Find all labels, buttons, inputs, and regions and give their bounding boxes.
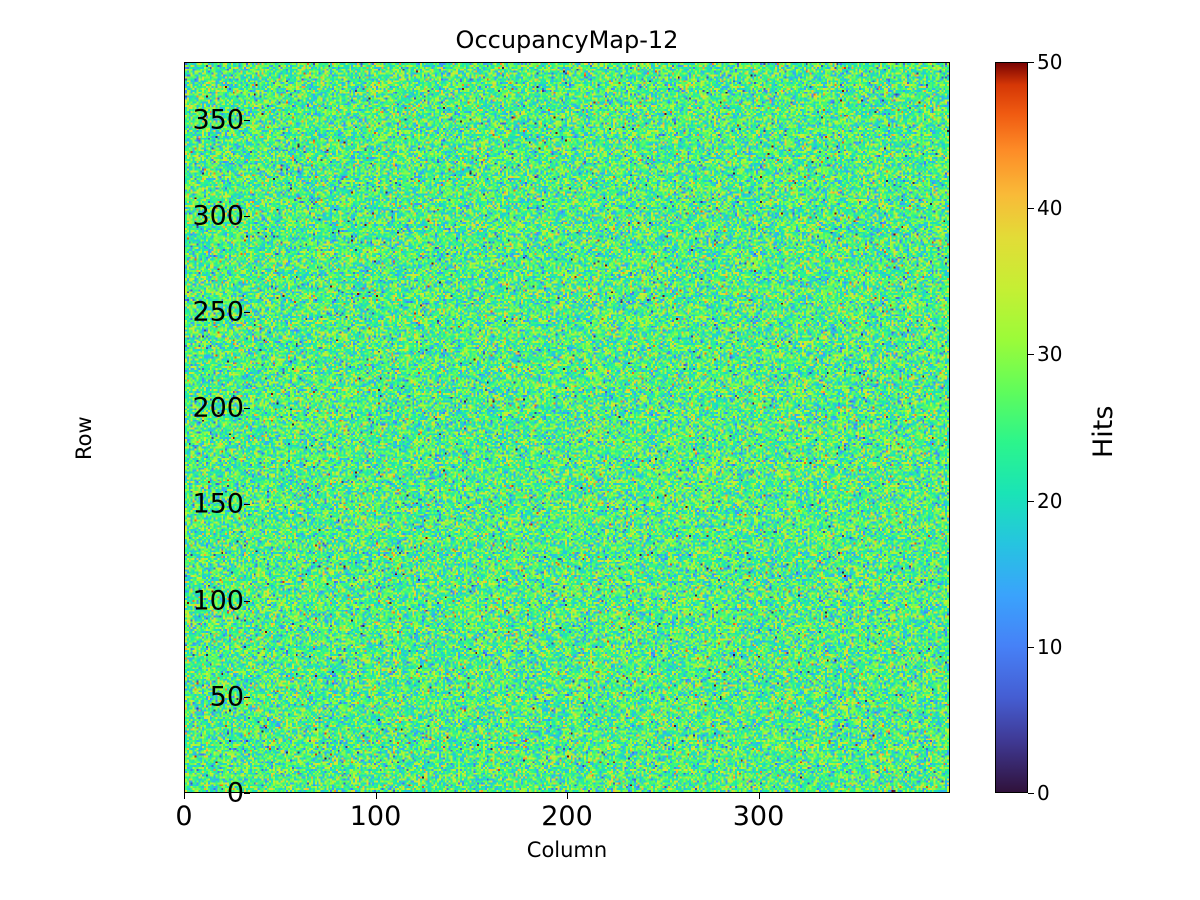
x-tick-label: 200 xyxy=(541,801,593,832)
colorbar-tick-label: 50 xyxy=(1037,50,1063,74)
x-tick-mark xyxy=(567,793,568,799)
y-tick-label: 0 xyxy=(226,777,244,809)
x-tick-label: 300 xyxy=(732,801,785,832)
x-tick-mark xyxy=(184,793,185,799)
y-tick-mark xyxy=(244,408,250,410)
x-tick-mark xyxy=(375,793,377,799)
colorbar-tick-mark xyxy=(1028,208,1034,210)
y-tick-label: 350 xyxy=(192,104,244,136)
heatmap-axes[interactable] xyxy=(184,62,950,793)
colorbar-tick-mark xyxy=(1028,354,1034,356)
x-tick-label: 0 xyxy=(175,801,193,832)
colorbar-label: Hits xyxy=(1088,405,1119,458)
y-tick-mark xyxy=(244,793,250,794)
y-tick-label: 50 xyxy=(209,681,244,713)
y-tick-label: 150 xyxy=(192,488,244,520)
colorbar-tick-mark xyxy=(1028,500,1034,502)
y-tick-label: 250 xyxy=(192,296,244,328)
colorbar-tick-mark xyxy=(1028,793,1034,794)
y-tick-mark xyxy=(244,600,250,602)
y-tick-label: 300 xyxy=(192,200,244,232)
y-tick-label: 100 xyxy=(192,585,244,617)
heatmap-image xyxy=(185,63,949,792)
colorbar-tick-label: 20 xyxy=(1037,488,1063,513)
colorbar[interactable] xyxy=(995,62,1028,793)
colorbar-tick-label: 0 xyxy=(1037,781,1050,805)
colorbar-tick-mark xyxy=(1028,646,1034,648)
x-axis-label: Column xyxy=(526,838,608,862)
colorbar-tick-label: 10 xyxy=(1037,634,1063,659)
x-tick-label: 100 xyxy=(349,801,402,832)
colorbar-tick-mark xyxy=(1028,62,1034,63)
x-tick-mark xyxy=(758,793,760,799)
chart-title: OccupancyMap-12 xyxy=(455,26,679,54)
y-tick-mark xyxy=(244,215,250,217)
colorbar-tick-label: 30 xyxy=(1037,342,1063,367)
y-tick-mark xyxy=(244,504,250,506)
y-tick-label: 200 xyxy=(192,392,244,424)
colorbar-gradient xyxy=(996,63,1027,792)
y-tick-mark xyxy=(244,696,250,698)
y-tick-mark xyxy=(244,312,250,314)
y-axis-label: Row xyxy=(72,416,96,460)
y-tick-mark xyxy=(244,119,250,121)
colorbar-tick-label: 40 xyxy=(1037,196,1063,221)
